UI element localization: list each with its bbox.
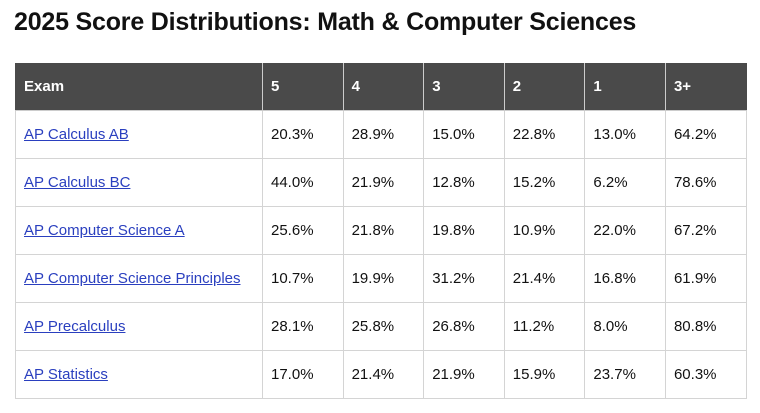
- score-5-cell: 20.3%: [262, 110, 344, 159]
- column-header-score-2: 2: [503, 63, 586, 111]
- page-title: 2025 Score Distributions: Math & Compute…: [14, 8, 637, 36]
- exam-link-calculus-bc[interactable]: AP Calculus BC: [24, 174, 131, 191]
- table-row: AP Precalculus 28.1% 25.8% 26.8% 11.2% 8…: [15, 302, 747, 351]
- exam-cell: AP Calculus BC: [15, 158, 263, 207]
- score-3-plus-cell: 61.9%: [664, 254, 747, 303]
- exam-cell: AP Calculus AB: [15, 110, 263, 159]
- score-1-cell: 6.2%: [584, 158, 666, 207]
- table-row: AP Statistics 17.0% 21.4% 21.9% 15.9% 23…: [15, 350, 747, 399]
- score-3-cell: 19.8%: [423, 206, 505, 255]
- score-5-cell: 17.0%: [262, 350, 344, 399]
- score-4-cell: 19.9%: [342, 254, 425, 303]
- exam-link-statistics[interactable]: AP Statistics: [24, 366, 108, 383]
- score-2-cell: 15.2%: [503, 158, 586, 207]
- score-2-cell: 10.9%: [503, 206, 586, 255]
- score-2-cell: 22.8%: [503, 110, 586, 159]
- score-3-cell: 26.8%: [423, 302, 505, 351]
- score-1-cell: 8.0%: [584, 302, 666, 351]
- score-3-cell: 31.2%: [423, 254, 505, 303]
- score-5-cell: 44.0%: [262, 158, 344, 207]
- exam-cell: AP Computer Science A: [15, 206, 263, 255]
- score-3-plus-cell: 60.3%: [664, 350, 747, 399]
- score-4-cell: 21.4%: [342, 350, 425, 399]
- table-header-row: Exam 5 4 3 2 1 3+: [15, 63, 747, 111]
- exam-link-computer-science-a[interactable]: AP Computer Science A: [24, 222, 185, 239]
- score-distribution-table: Exam 5 4 3 2 1 3+ AP Calculus AB 20.3% 2…: [15, 63, 747, 399]
- column-header-score-4: 4: [342, 63, 425, 111]
- score-3-plus-cell: 80.8%: [664, 302, 747, 351]
- score-4-cell: 21.8%: [342, 206, 425, 255]
- score-3-cell: 21.9%: [423, 350, 505, 399]
- score-5-cell: 25.6%: [262, 206, 344, 255]
- exam-link-precalculus[interactable]: AP Precalculus: [24, 318, 126, 335]
- score-2-cell: 11.2%: [503, 302, 586, 351]
- score-2-cell: 21.4%: [503, 254, 586, 303]
- table-row: AP Calculus BC 44.0% 21.9% 12.8% 15.2% 6…: [15, 158, 747, 207]
- score-1-cell: 13.0%: [584, 110, 666, 159]
- exam-link-computer-science-principles[interactable]: AP Computer Science Principles: [24, 270, 241, 287]
- score-3-plus-cell: 64.2%: [664, 110, 747, 159]
- score-5-cell: 28.1%: [262, 302, 344, 351]
- exam-cell: AP Computer Science Principles: [15, 254, 263, 303]
- column-header-exam: Exam: [15, 63, 263, 111]
- score-4-cell: 28.9%: [342, 110, 425, 159]
- score-1-cell: 23.7%: [584, 350, 666, 399]
- table-row: AP Computer Science A 25.6% 21.8% 19.8% …: [15, 206, 747, 255]
- score-2-cell: 15.9%: [503, 350, 586, 399]
- score-5-cell: 10.7%: [262, 254, 344, 303]
- score-3-cell: 12.8%: [423, 158, 505, 207]
- table-row: AP Computer Science Principles 10.7% 19.…: [15, 254, 747, 303]
- score-3-cell: 15.0%: [423, 110, 505, 159]
- score-3-plus-cell: 67.2%: [664, 206, 747, 255]
- column-header-score-5: 5: [262, 63, 344, 111]
- score-4-cell: 21.9%: [342, 158, 425, 207]
- score-4-cell: 25.8%: [342, 302, 425, 351]
- column-header-score-1: 1: [584, 63, 666, 111]
- exam-cell: AP Precalculus: [15, 302, 263, 351]
- score-3-plus-cell: 78.6%: [664, 158, 747, 207]
- column-header-score-3-plus: 3+: [664, 63, 747, 111]
- table-row: AP Calculus AB 20.3% 28.9% 15.0% 22.8% 1…: [15, 110, 747, 159]
- score-1-cell: 16.8%: [584, 254, 666, 303]
- exam-link-calculus-ab[interactable]: AP Calculus AB: [24, 126, 129, 143]
- column-header-score-3: 3: [423, 63, 505, 111]
- score-1-cell: 22.0%: [584, 206, 666, 255]
- exam-cell: AP Statistics: [15, 350, 263, 399]
